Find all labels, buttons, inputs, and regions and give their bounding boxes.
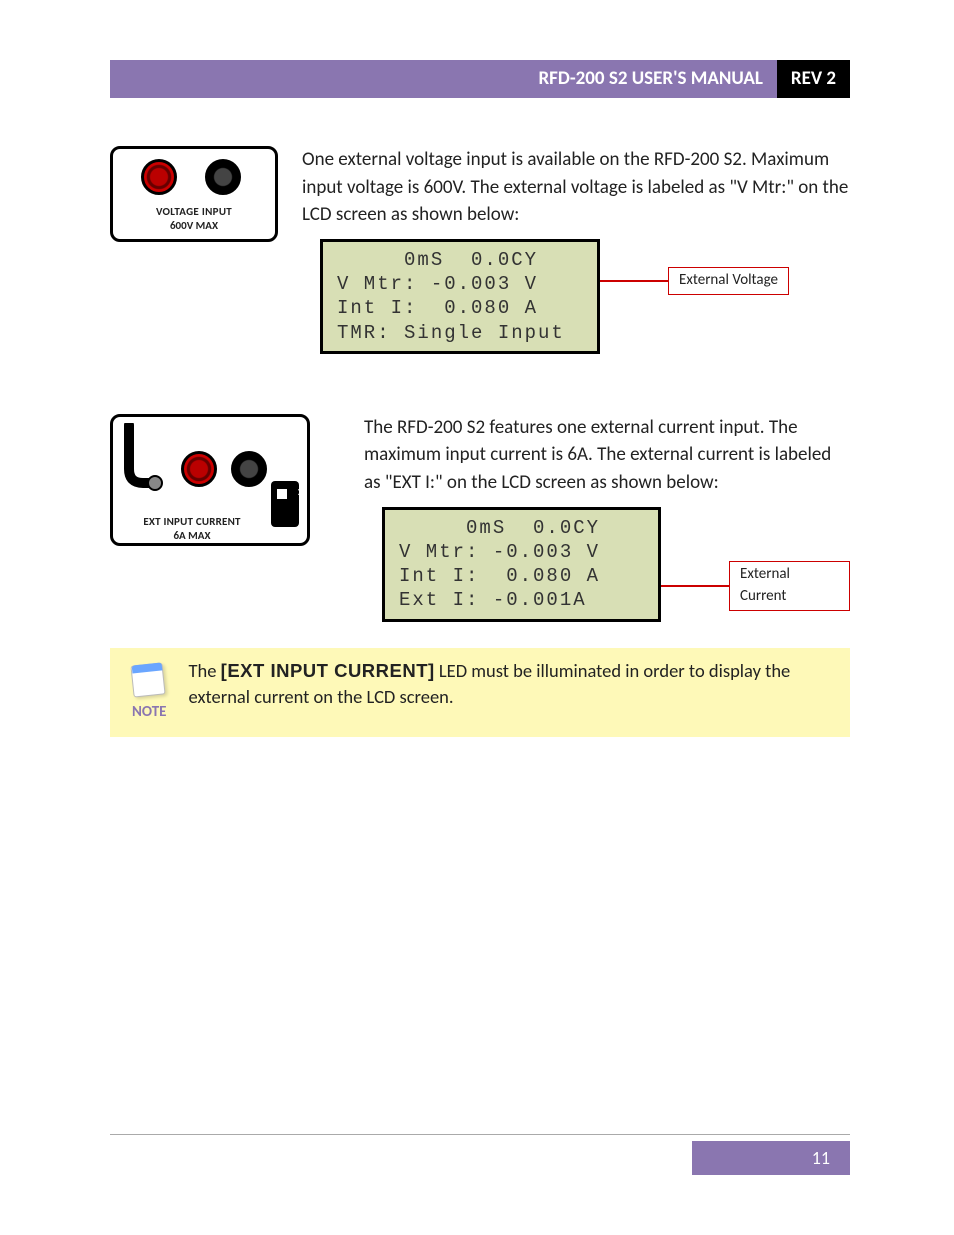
voltage-jack-red — [141, 159, 177, 195]
voltage-lcd-wrap: 0mS 0.0CY V Mtr: -0.003 V Int I: 0.080 A… — [320, 239, 850, 354]
header-spacer — [110, 60, 524, 98]
footer: 11 — [110, 1134, 850, 1175]
current-callout-box: External Current — [729, 561, 850, 611]
voltage-callout: External Voltage — [600, 267, 789, 295]
note-label: NOTE — [124, 702, 175, 723]
note-text: The [EXT INPUT CURRENT] LED must be illu… — [189, 658, 836, 710]
current-panel-col: 6A EXT INPUT CURRENT 6A MAX — [110, 414, 340, 622]
current-jack-black — [231, 451, 267, 487]
header-bar: RFD-200 S2 USER'S MANUAL REV 2 — [110, 60, 850, 98]
voltage-lcd-line-0: 0mS 0.0CY — [337, 249, 538, 271]
voltage-lcd-line-1: V Mtr: -0.003 V — [337, 273, 538, 295]
voltage-paragraph: One external voltage input is available … — [302, 146, 850, 229]
note-left: NOTE — [124, 658, 175, 723]
current-lcd-line-1: V Mtr: -0.003 V — [399, 541, 600, 563]
current-jack-red — [181, 451, 217, 487]
current-paragraph: The RFD-200 S2 features one external cur… — [364, 414, 850, 497]
doc-title: RFD-200 S2 USER'S MANUAL — [524, 60, 776, 98]
note-box: NOTE The [EXT INPUT CURRENT] LED must be… — [110, 648, 850, 737]
current-cable-icon — [121, 423, 171, 493]
voltage-panel-label-1: VOLTAGE INPUT — [113, 205, 275, 218]
voltage-callout-line — [600, 280, 668, 282]
voltage-section: VOLTAGE INPUT 600V MAX One external volt… — [110, 146, 850, 354]
voltage-input-panel: VOLTAGE INPUT 600V MAX — [110, 146, 278, 242]
page-number: 11 — [692, 1141, 850, 1175]
current-section: 6A EXT INPUT CURRENT 6A MAX The RFD-200 … — [110, 414, 850, 622]
current-lcd-line-0: 0mS 0.0CY — [399, 517, 600, 539]
current-lcd-line-2: Int I: 0.080 A — [399, 565, 600, 587]
current-lcd: 0mS 0.0CY V Mtr: -0.003 V Int I: 0.080 A… — [382, 507, 661, 622]
current-lcd-wrap: 0mS 0.0CY V Mtr: -0.003 V Int I: 0.080 A… — [382, 507, 850, 622]
note-icon — [126, 658, 172, 698]
current-fuse-label: 6A — [297, 487, 307, 497]
current-callout-line — [661, 585, 729, 587]
voltage-jack-black — [205, 159, 241, 195]
voltage-body: One external voltage input is available … — [302, 146, 850, 354]
current-callout: External Current — [661, 561, 850, 611]
current-lcd-line-3: Ext I: -0.001A — [399, 589, 587, 611]
note-text-prefix: The — [189, 659, 221, 682]
current-panel-label-1: EXT INPUT CURRENT — [119, 515, 265, 528]
page-content: RFD-200 S2 USER'S MANUAL REV 2 VOLTAGE I… — [110, 60, 850, 1170]
current-input-panel: 6A EXT INPUT CURRENT 6A MAX — [110, 414, 310, 546]
note-key-text: [EXT INPUT CURRENT] — [221, 660, 435, 681]
current-body: The RFD-200 S2 features one external cur… — [364, 414, 850, 622]
voltage-callout-box: External Voltage — [668, 267, 789, 295]
voltage-panel-label-2: 600V MAX — [113, 219, 275, 232]
voltage-lcd-line-3: TMR: Single Input — [337, 322, 565, 344]
current-panel-label-2: 6A MAX — [119, 529, 265, 542]
doc-rev: REV 2 — [777, 60, 850, 98]
current-fuse: 6A — [271, 481, 299, 527]
voltage-lcd: 0mS 0.0CY V Mtr: -0.003 V Int I: 0.080 A… — [320, 239, 600, 354]
voltage-lcd-line-2: Int I: 0.080 A — [337, 297, 538, 319]
